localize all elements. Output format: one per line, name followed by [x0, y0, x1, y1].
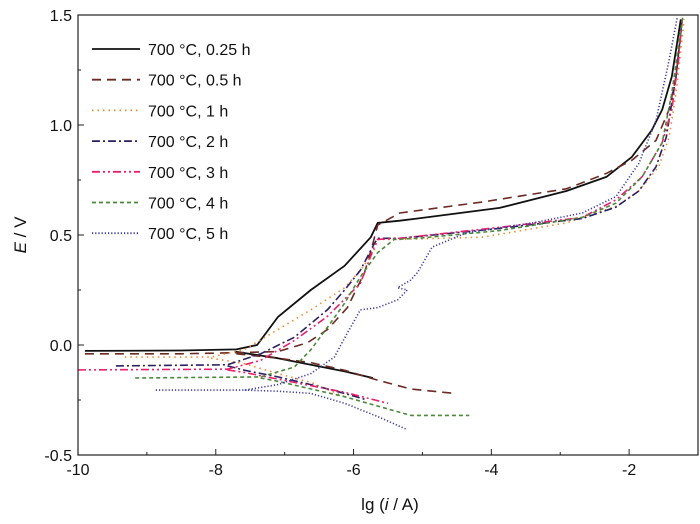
series-line-anodic [84, 19, 683, 355]
y-tick-label: 0.5 [50, 228, 72, 245]
legend-label: 700 °C, 3 h [148, 165, 228, 182]
legend-label: 700 °C, 4 h [148, 196, 228, 213]
series-line-cathodic [236, 353, 455, 395]
legend-label: 700 °C, 1 h [148, 103, 228, 120]
series-line-cathodic [234, 350, 374, 379]
series-line-anodic [84, 19, 682, 352]
legend-label: 700 °C, 5 h [148, 226, 228, 243]
x-tick-label: -10 [66, 462, 89, 479]
series-1 [84, 19, 683, 395]
series-6 [155, 17, 679, 431]
series-line-cathodic [244, 389, 408, 431]
x-tick-label: -4 [484, 462, 498, 479]
series-line-cathodic [227, 365, 368, 401]
series-line-cathodic [210, 357, 345, 398]
y-tick-label: -0.5 [44, 448, 72, 465]
series-line-cathodic [260, 377, 470, 417]
x-tick-label: -2 [622, 462, 636, 479]
series-0 [84, 19, 682, 379]
series-line-anodic [77, 19, 683, 371]
series-4 [77, 19, 683, 405]
y-axis-label: E / V [11, 216, 30, 254]
series-layer [77, 17, 685, 431]
legend-label: 700 °C, 2 h [148, 134, 228, 151]
legend-label: 700 °C, 0.25 h [148, 42, 250, 59]
series-line-anodic [124, 19, 685, 358]
x-tick-label: -8 [209, 462, 223, 479]
axis-ticks: -10 -8 -6 -4 -2 -0.5 0.0 0.5 1.0 1.5 [44, 8, 636, 479]
series-line-anodic [155, 17, 679, 391]
x-axis-label: lg (i / A) [361, 495, 419, 514]
y-tick-label: 1.5 [50, 8, 72, 25]
x-tick-label: -6 [346, 462, 360, 479]
series-line-anodic [115, 19, 683, 367]
y-tick-label: 0.0 [50, 338, 72, 355]
legend-label: 700 °C, 0.5 h [148, 73, 242, 90]
y-tick-label: 1.0 [50, 118, 72, 135]
series-line-cathodic [227, 369, 389, 405]
legend: 700 °C, 0.25 h 700 °C, 0.5 h 700 °C, 1 h 70… [92, 42, 250, 243]
series-5 [135, 17, 684, 417]
